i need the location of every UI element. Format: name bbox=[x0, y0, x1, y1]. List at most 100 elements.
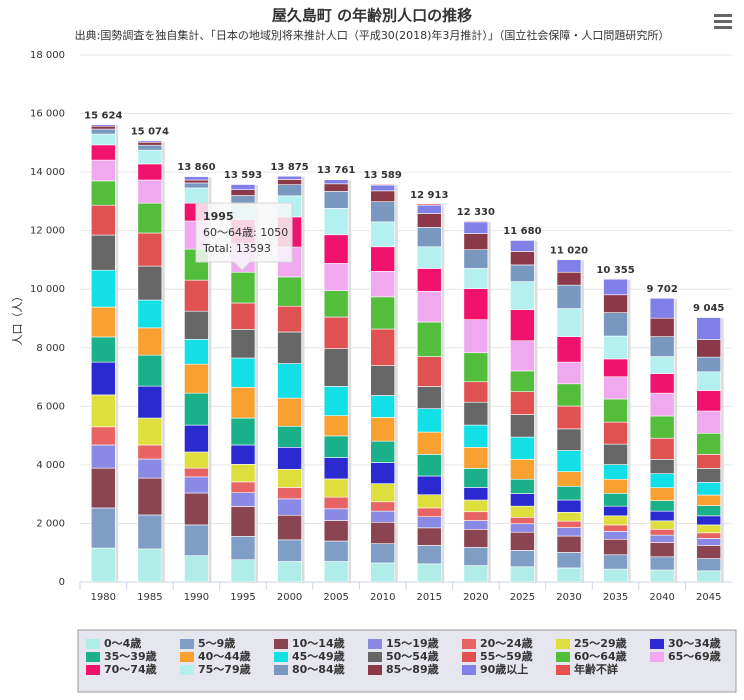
legend-swatch bbox=[274, 639, 288, 649]
legend-label: 30～34歳 bbox=[668, 636, 721, 650]
menu-button[interactable] bbox=[714, 14, 732, 29]
legend-swatch bbox=[462, 639, 476, 649]
legend-item[interactable]: 80～84歳 bbox=[274, 662, 345, 676]
bar-segment bbox=[649, 317, 675, 337]
bar-segment bbox=[556, 450, 582, 472]
legend-item[interactable]: 35～39歳 bbox=[86, 649, 157, 663]
bar-segment bbox=[463, 528, 489, 548]
legend-item[interactable]: 85～89歳 bbox=[368, 662, 439, 676]
y-tick-label: 8 000 bbox=[36, 343, 65, 354]
bar-segment bbox=[184, 176, 209, 181]
bar-segment bbox=[463, 268, 489, 289]
bar-segment bbox=[510, 309, 535, 342]
y-tick-label: 6 000 bbox=[36, 401, 65, 412]
bar-segment bbox=[137, 149, 163, 165]
bar-segment bbox=[90, 180, 116, 206]
legend-item[interactable]: 75～79歳 bbox=[180, 662, 251, 676]
legend-item[interactable]: 25～29歳 bbox=[556, 636, 627, 650]
bar-segment bbox=[137, 202, 163, 234]
legend-label: 80～84歳 bbox=[292, 662, 345, 676]
legend-item[interactable]: 5～9歳 bbox=[180, 636, 235, 650]
bar-segment bbox=[137, 299, 163, 329]
bar-segment bbox=[510, 370, 535, 392]
legend-swatch bbox=[180, 639, 194, 649]
bar-segment bbox=[416, 386, 442, 409]
x-tick-label: 2025 bbox=[510, 592, 535, 603]
legend-item[interactable]: 10～14歳 bbox=[274, 636, 345, 650]
bar-segment bbox=[277, 276, 302, 307]
bar-segment bbox=[277, 447, 302, 470]
bar-segment bbox=[90, 125, 116, 130]
bar-segment bbox=[416, 507, 442, 518]
bar-segment bbox=[370, 201, 396, 223]
legend-item[interactable]: 45～49歳 bbox=[274, 649, 345, 663]
legend-swatch bbox=[650, 639, 664, 649]
bar-segment bbox=[696, 371, 722, 391]
bar-segment bbox=[649, 297, 675, 319]
bar-segment bbox=[323, 561, 349, 583]
bar-segment bbox=[137, 265, 163, 301]
legend-label: 0～4歳 bbox=[104, 636, 141, 650]
bar-segment bbox=[416, 268, 442, 292]
bar-segment bbox=[370, 440, 396, 463]
bar-segment bbox=[137, 232, 163, 267]
bar-segment bbox=[510, 531, 535, 551]
legend-item[interactable]: 40～44歳 bbox=[180, 649, 251, 663]
bar-segment bbox=[603, 464, 628, 480]
bar-segment bbox=[556, 499, 582, 513]
legend-item[interactable]: 70～74歳 bbox=[86, 662, 157, 676]
bar-segment bbox=[184, 187, 209, 204]
bar-segment bbox=[323, 348, 349, 387]
legend-label: 10～14歳 bbox=[292, 636, 345, 650]
y-tick-label: 2 000 bbox=[36, 518, 65, 529]
legend-item[interactable]: 90歳以上 bbox=[462, 662, 528, 676]
legend-item[interactable]: 15～19歳 bbox=[368, 636, 439, 650]
bar-segment bbox=[556, 520, 582, 528]
bar-segment bbox=[696, 454, 722, 469]
menu-bar bbox=[714, 26, 732, 29]
legend-item[interactable]: 30～34歳 bbox=[650, 636, 721, 650]
legend-item[interactable]: 50～54歳 bbox=[368, 649, 439, 663]
bar-segment bbox=[277, 363, 302, 399]
bar-segment bbox=[277, 175, 302, 180]
bar-segment bbox=[90, 128, 116, 135]
bar-segment bbox=[230, 387, 256, 419]
bar-segment bbox=[230, 271, 256, 304]
bar-segment bbox=[370, 296, 396, 330]
total-label: 13 589 bbox=[364, 170, 402, 181]
bar-segment bbox=[277, 184, 302, 197]
bar-segment bbox=[603, 278, 628, 296]
bar-segment bbox=[323, 540, 349, 562]
legend-item[interactable]: 年齢不詳 bbox=[556, 662, 618, 676]
legend-item[interactable]: 55～59歳 bbox=[462, 649, 533, 663]
bar-segment bbox=[184, 179, 209, 184]
bar-segment bbox=[556, 361, 582, 385]
bar-segment bbox=[696, 505, 722, 517]
legend-item[interactable]: 0～4歳 bbox=[86, 636, 141, 650]
legend-item[interactable]: 65～69歳 bbox=[650, 649, 721, 663]
legend-item[interactable]: 20～24歳 bbox=[462, 636, 533, 650]
bar-segment bbox=[463, 220, 489, 223]
bar-segment bbox=[416, 321, 442, 357]
legend-label: 85～89歳 bbox=[386, 662, 439, 676]
bar-segment bbox=[649, 373, 675, 394]
bar-segment bbox=[323, 508, 349, 521]
bar-segment bbox=[416, 246, 442, 269]
bar-segment bbox=[323, 316, 349, 349]
bar-segment bbox=[184, 279, 209, 312]
bar-segment bbox=[603, 312, 628, 337]
bar-segment bbox=[230, 481, 256, 494]
bar-segment bbox=[323, 386, 349, 417]
bar-segment bbox=[463, 401, 489, 426]
bar-segment bbox=[603, 335, 628, 360]
bar-segment bbox=[556, 259, 582, 273]
bar-segment bbox=[649, 336, 675, 357]
bar-segment bbox=[90, 547, 116, 583]
legend-item[interactable]: 60～64歳 bbox=[556, 649, 627, 663]
bar-segment bbox=[184, 310, 209, 340]
bar-segment bbox=[137, 354, 163, 387]
x-tick-label: 2040 bbox=[649, 592, 674, 603]
legend-swatch bbox=[274, 665, 288, 675]
bar-segment bbox=[556, 271, 582, 286]
bar-segment bbox=[603, 554, 628, 570]
